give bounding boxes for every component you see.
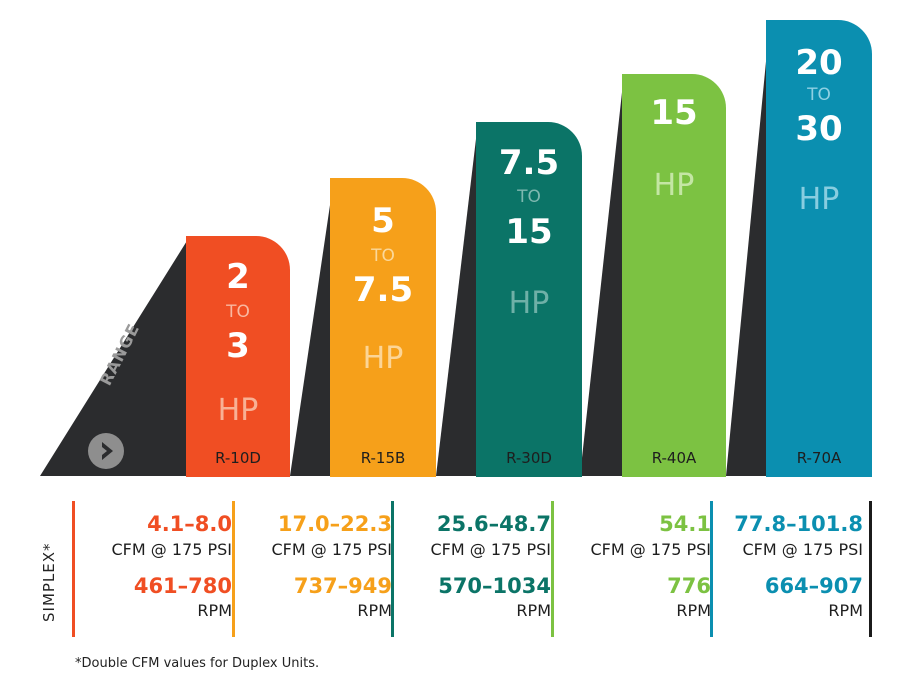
rpm-unit: RPM (828, 601, 863, 620)
shadow-2 (436, 122, 478, 476)
cfm-value: 25.6–48.7 (436, 512, 551, 536)
rpm-unit: RPM (676, 601, 711, 620)
hp-min: 15 (650, 93, 698, 133)
model-column-r15b: 5 TO 7.5 HP R-15B (330, 178, 436, 477)
rpm-unit: RPM (357, 601, 392, 620)
spec-column-r15b: 17.0–22.3 CFM @ 175 PSI 737–949 RPM (232, 501, 398, 637)
hp-to: TO (517, 187, 541, 207)
model-name: R-70A (796, 449, 842, 467)
rpm-value: 570–1034 (438, 574, 551, 598)
hp-min: 7.5 (498, 143, 560, 183)
model-name: R-40A (651, 449, 697, 467)
model-name: R-10D (215, 449, 261, 467)
shadow-range (40, 236, 190, 476)
cfm-value: 77.8–101.8 (734, 512, 863, 536)
hp-min: 2 (226, 257, 250, 297)
model-column-r70a: 20 TO 30 HP R-70A (766, 20, 872, 477)
rpm-value: 737–949 (293, 574, 392, 598)
hp-max: 3 (226, 326, 250, 366)
rpm-unit: RPM (516, 601, 551, 620)
model-column-r30d: 7.5 TO 15 HP R-30D (476, 122, 582, 477)
spec-column-r30d: 25.6–48.7 CFM @ 175 PSI 570–1034 RPM (391, 501, 557, 637)
hp-unit: HP (362, 341, 404, 376)
shadow-3 (580, 74, 624, 476)
model-name: R-30D (506, 449, 552, 467)
cfm-value: 54.1 (659, 512, 711, 536)
hp-unit: HP (653, 168, 695, 203)
cfm-value: 4.1–8.0 (147, 512, 232, 536)
hp-to: TO (371, 246, 395, 266)
simplex-label: SIMPLEX* (40, 542, 58, 622)
spec-column-r10d: 4.1–8.0 CFM @ 175 PSI 461–780 RPM (72, 501, 238, 637)
hp-unit: HP (217, 393, 259, 428)
hp-min: 20 (795, 43, 843, 83)
hp-unit: HP (798, 182, 840, 217)
hp-max: 15 (505, 212, 553, 252)
cfm-unit: CFM @ 175 PSI (271, 540, 393, 559)
arrow-right-circle-icon (88, 433, 124, 469)
model-column-r10d: 2 TO 3 HP R-10D (186, 236, 290, 477)
shadow-4 (726, 20, 770, 476)
cfm-unit: CFM @ 175 PSI (430, 540, 552, 559)
rpm-unit: RPM (197, 601, 232, 620)
hp-max: 30 (795, 109, 843, 149)
rpm-value: 776 (667, 574, 711, 598)
cfm-unit: CFM @ 175 PSI (590, 540, 712, 559)
model-column-r40a: 15 HP R-40A (622, 74, 726, 477)
rpm-value: 664–907 (764, 574, 863, 598)
cfm-unit: CFM @ 175 PSI (111, 540, 233, 559)
cfm-value: 17.0–22.3 (277, 512, 392, 536)
hp-max: 7.5 (352, 270, 414, 310)
footnote: *Double CFM values for Duplex Units. (75, 656, 320, 671)
hp-to: TO (226, 302, 250, 322)
shadow-1 (290, 178, 334, 476)
hp-min: 5 (371, 201, 395, 241)
spec-column-r70a: 77.8–101.8 CFM @ 175 PSI 664–907 RPM (710, 501, 872, 637)
hp-unit: HP (508, 286, 550, 321)
model-name: R-15B (360, 449, 406, 467)
cfm-unit: CFM @ 175 PSI (742, 540, 864, 559)
rpm-value: 461–780 (133, 574, 232, 598)
hp-to: TO (807, 85, 831, 105)
spec-column-r40a: 54.1 CFM @ 175 PSI 776 RPM (551, 501, 717, 637)
